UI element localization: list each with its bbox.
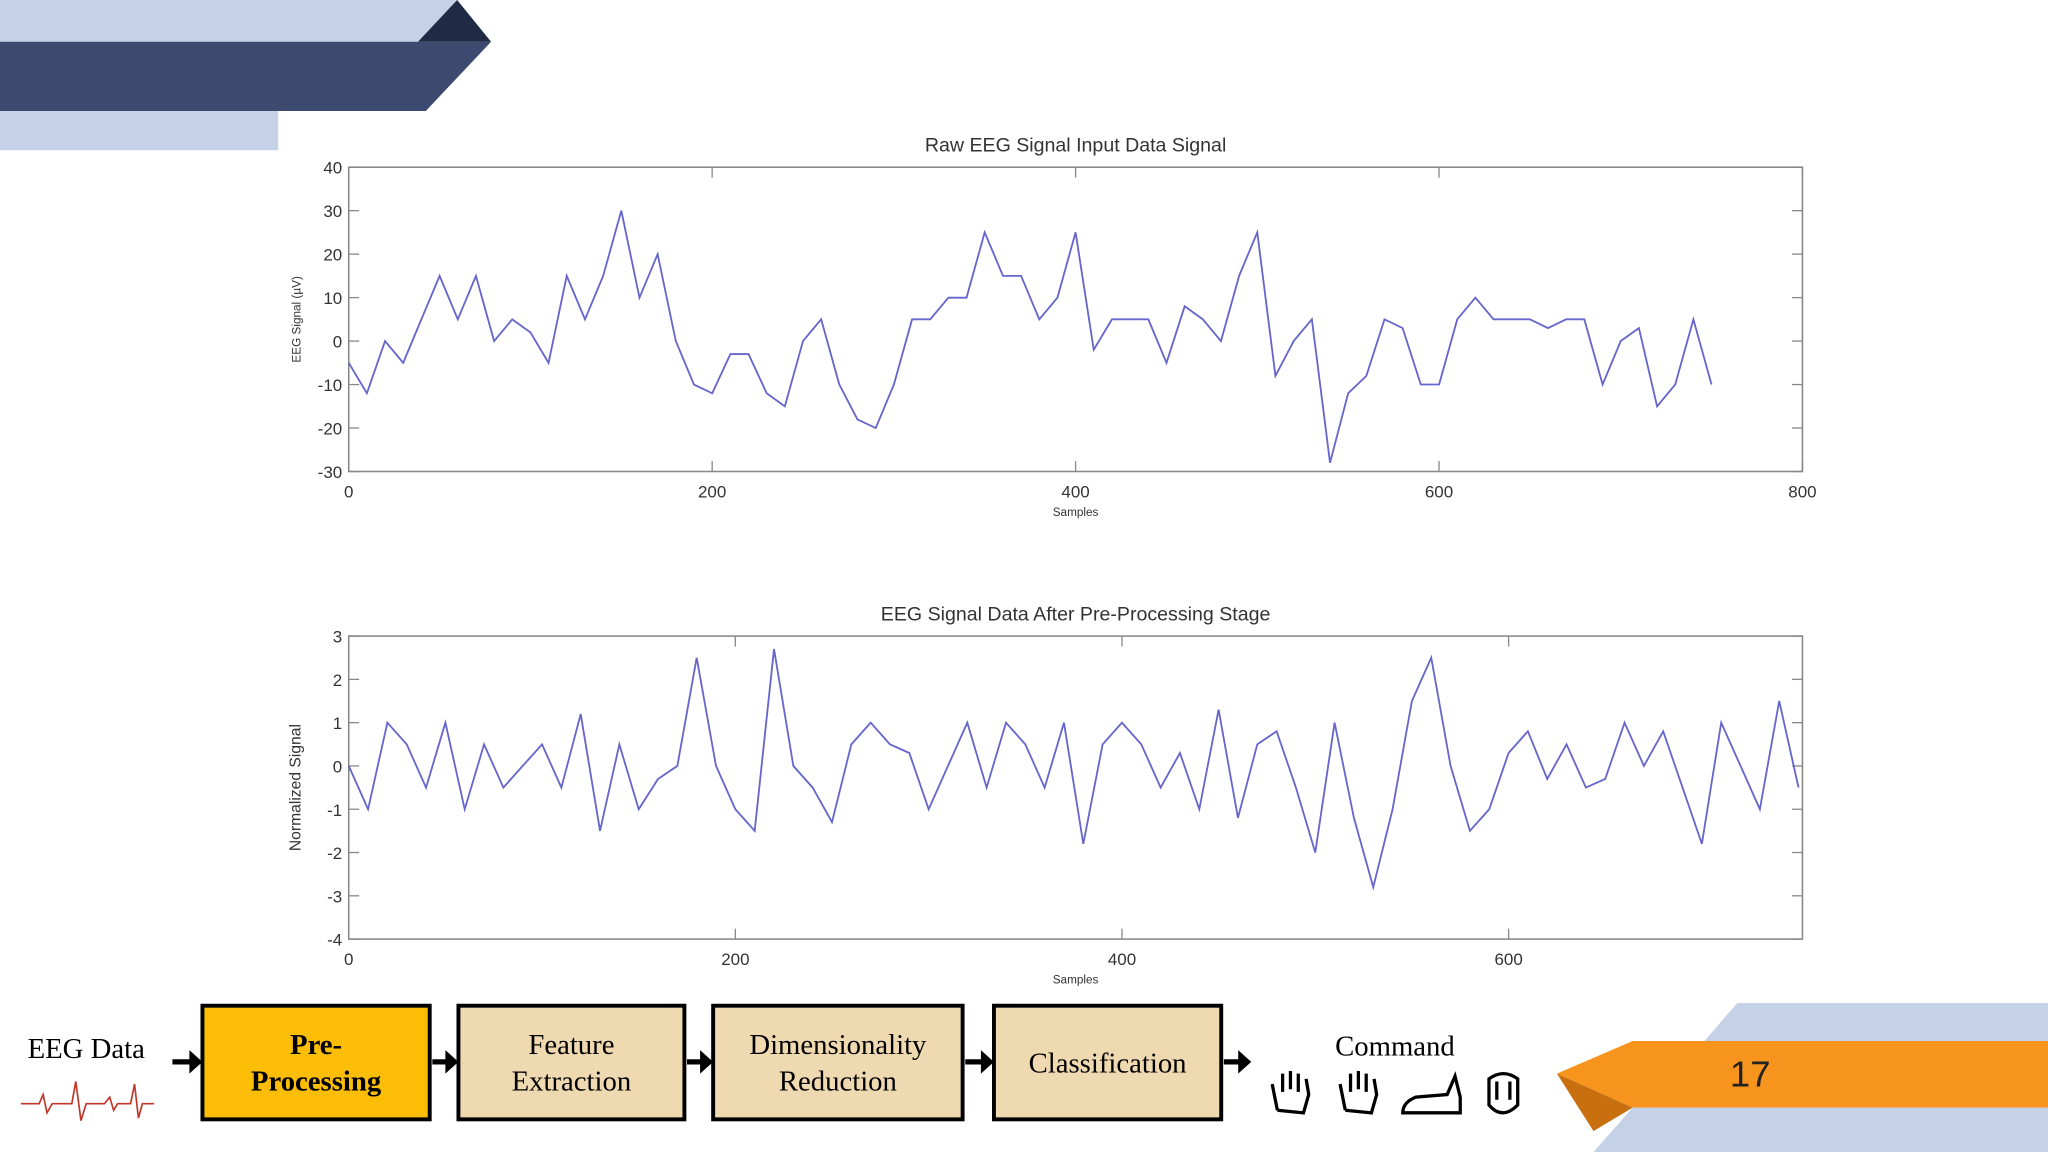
y-tick-label: 1 bbox=[333, 714, 342, 733]
y-tick-label: 2 bbox=[333, 671, 342, 690]
chart-title: Raw EEG Signal Input Data Signal bbox=[925, 135, 1226, 157]
plot-frame bbox=[347, 635, 1804, 940]
stage-label: Processing bbox=[251, 1066, 382, 1098]
x-tick-label: 0 bbox=[344, 483, 353, 502]
banner-fold bbox=[417, 0, 492, 42]
stage-label: Pre- bbox=[290, 1029, 342, 1061]
pipeline-input: EEG Data bbox=[28, 1033, 145, 1065]
x-tick-label: 600 bbox=[1425, 483, 1453, 502]
y-tick-label: 3 bbox=[333, 628, 342, 647]
x-tick-label: 400 bbox=[1108, 950, 1136, 969]
y-axis-label: EEG Signal (µV) bbox=[290, 276, 303, 363]
y-tick-label: 30 bbox=[323, 202, 342, 221]
pipeline-output: Command bbox=[1335, 1030, 1455, 1062]
page-arrow bbox=[1556, 1040, 2048, 1108]
y-tick-label: -10 bbox=[318, 376, 343, 395]
signal-line bbox=[347, 210, 1713, 463]
y-tick-label: -3 bbox=[327, 887, 342, 906]
signal-line bbox=[347, 648, 1800, 891]
corner-light-bottom bbox=[1593, 1107, 2048, 1152]
stage-box bbox=[711, 1003, 965, 1122]
stage-box bbox=[991, 1003, 1224, 1122]
banner-light-bottom bbox=[0, 111, 279, 151]
x-tick-label: 200 bbox=[721, 950, 749, 969]
y-tick-label: 20 bbox=[323, 246, 342, 265]
x-tick-label: 0 bbox=[344, 950, 353, 969]
plot-frame bbox=[347, 166, 1804, 473]
flow-arrow-head bbox=[189, 1050, 203, 1074]
x-axis-label: Samples bbox=[1053, 974, 1099, 987]
y-tick-label: 40 bbox=[323, 159, 342, 178]
y-tick-label: 10 bbox=[323, 289, 342, 308]
command-icons bbox=[1270, 1071, 1520, 1115]
corner-light bbox=[1704, 1003, 2048, 1041]
flow-arrow-head bbox=[445, 1050, 459, 1074]
y-axis-label: Normalized Signal bbox=[287, 724, 304, 851]
page-arrow-fold bbox=[1556, 1073, 1633, 1132]
stage-label: Feature bbox=[528, 1029, 614, 1061]
y-tick-label: 0 bbox=[333, 757, 342, 776]
x-tick-label: 400 bbox=[1061, 483, 1089, 502]
stage-label: Reduction bbox=[779, 1066, 897, 1098]
y-tick-label: -30 bbox=[318, 463, 343, 482]
y-tick-label: -4 bbox=[327, 931, 342, 950]
x-tick-label: 200 bbox=[698, 483, 726, 502]
x-axis-label: Samples bbox=[1053, 506, 1099, 519]
banner-light bbox=[0, 0, 458, 42]
pipeline: Pre- Processing Feature Extraction Dimension… bbox=[172, 1003, 1252, 1122]
stage-box bbox=[200, 1003, 432, 1122]
y-tick-label: 0 bbox=[333, 333, 342, 352]
stage-label: Dimensionality bbox=[749, 1029, 927, 1061]
y-tick-label: -2 bbox=[327, 844, 342, 863]
stage-label: Classification bbox=[1029, 1047, 1187, 1079]
y-tick-label: -1 bbox=[327, 801, 342, 820]
banner-dark bbox=[0, 41, 492, 112]
flow-arrow-head bbox=[1238, 1050, 1252, 1074]
chart-title: EEG Signal Data After Pre-Processing Sta… bbox=[881, 603, 1271, 625]
x-tick-label: 800 bbox=[1788, 483, 1816, 502]
y-tick-label: -20 bbox=[318, 420, 343, 439]
page-number: 17 bbox=[1730, 1054, 1771, 1095]
eeg-icon bbox=[20, 1081, 155, 1121]
stage-box bbox=[456, 1003, 687, 1122]
stage-label: Extraction bbox=[512, 1066, 632, 1098]
flow-arrow-head bbox=[700, 1050, 714, 1074]
flow-arrow-head bbox=[980, 1050, 994, 1074]
x-tick-label: 600 bbox=[1494, 950, 1522, 969]
